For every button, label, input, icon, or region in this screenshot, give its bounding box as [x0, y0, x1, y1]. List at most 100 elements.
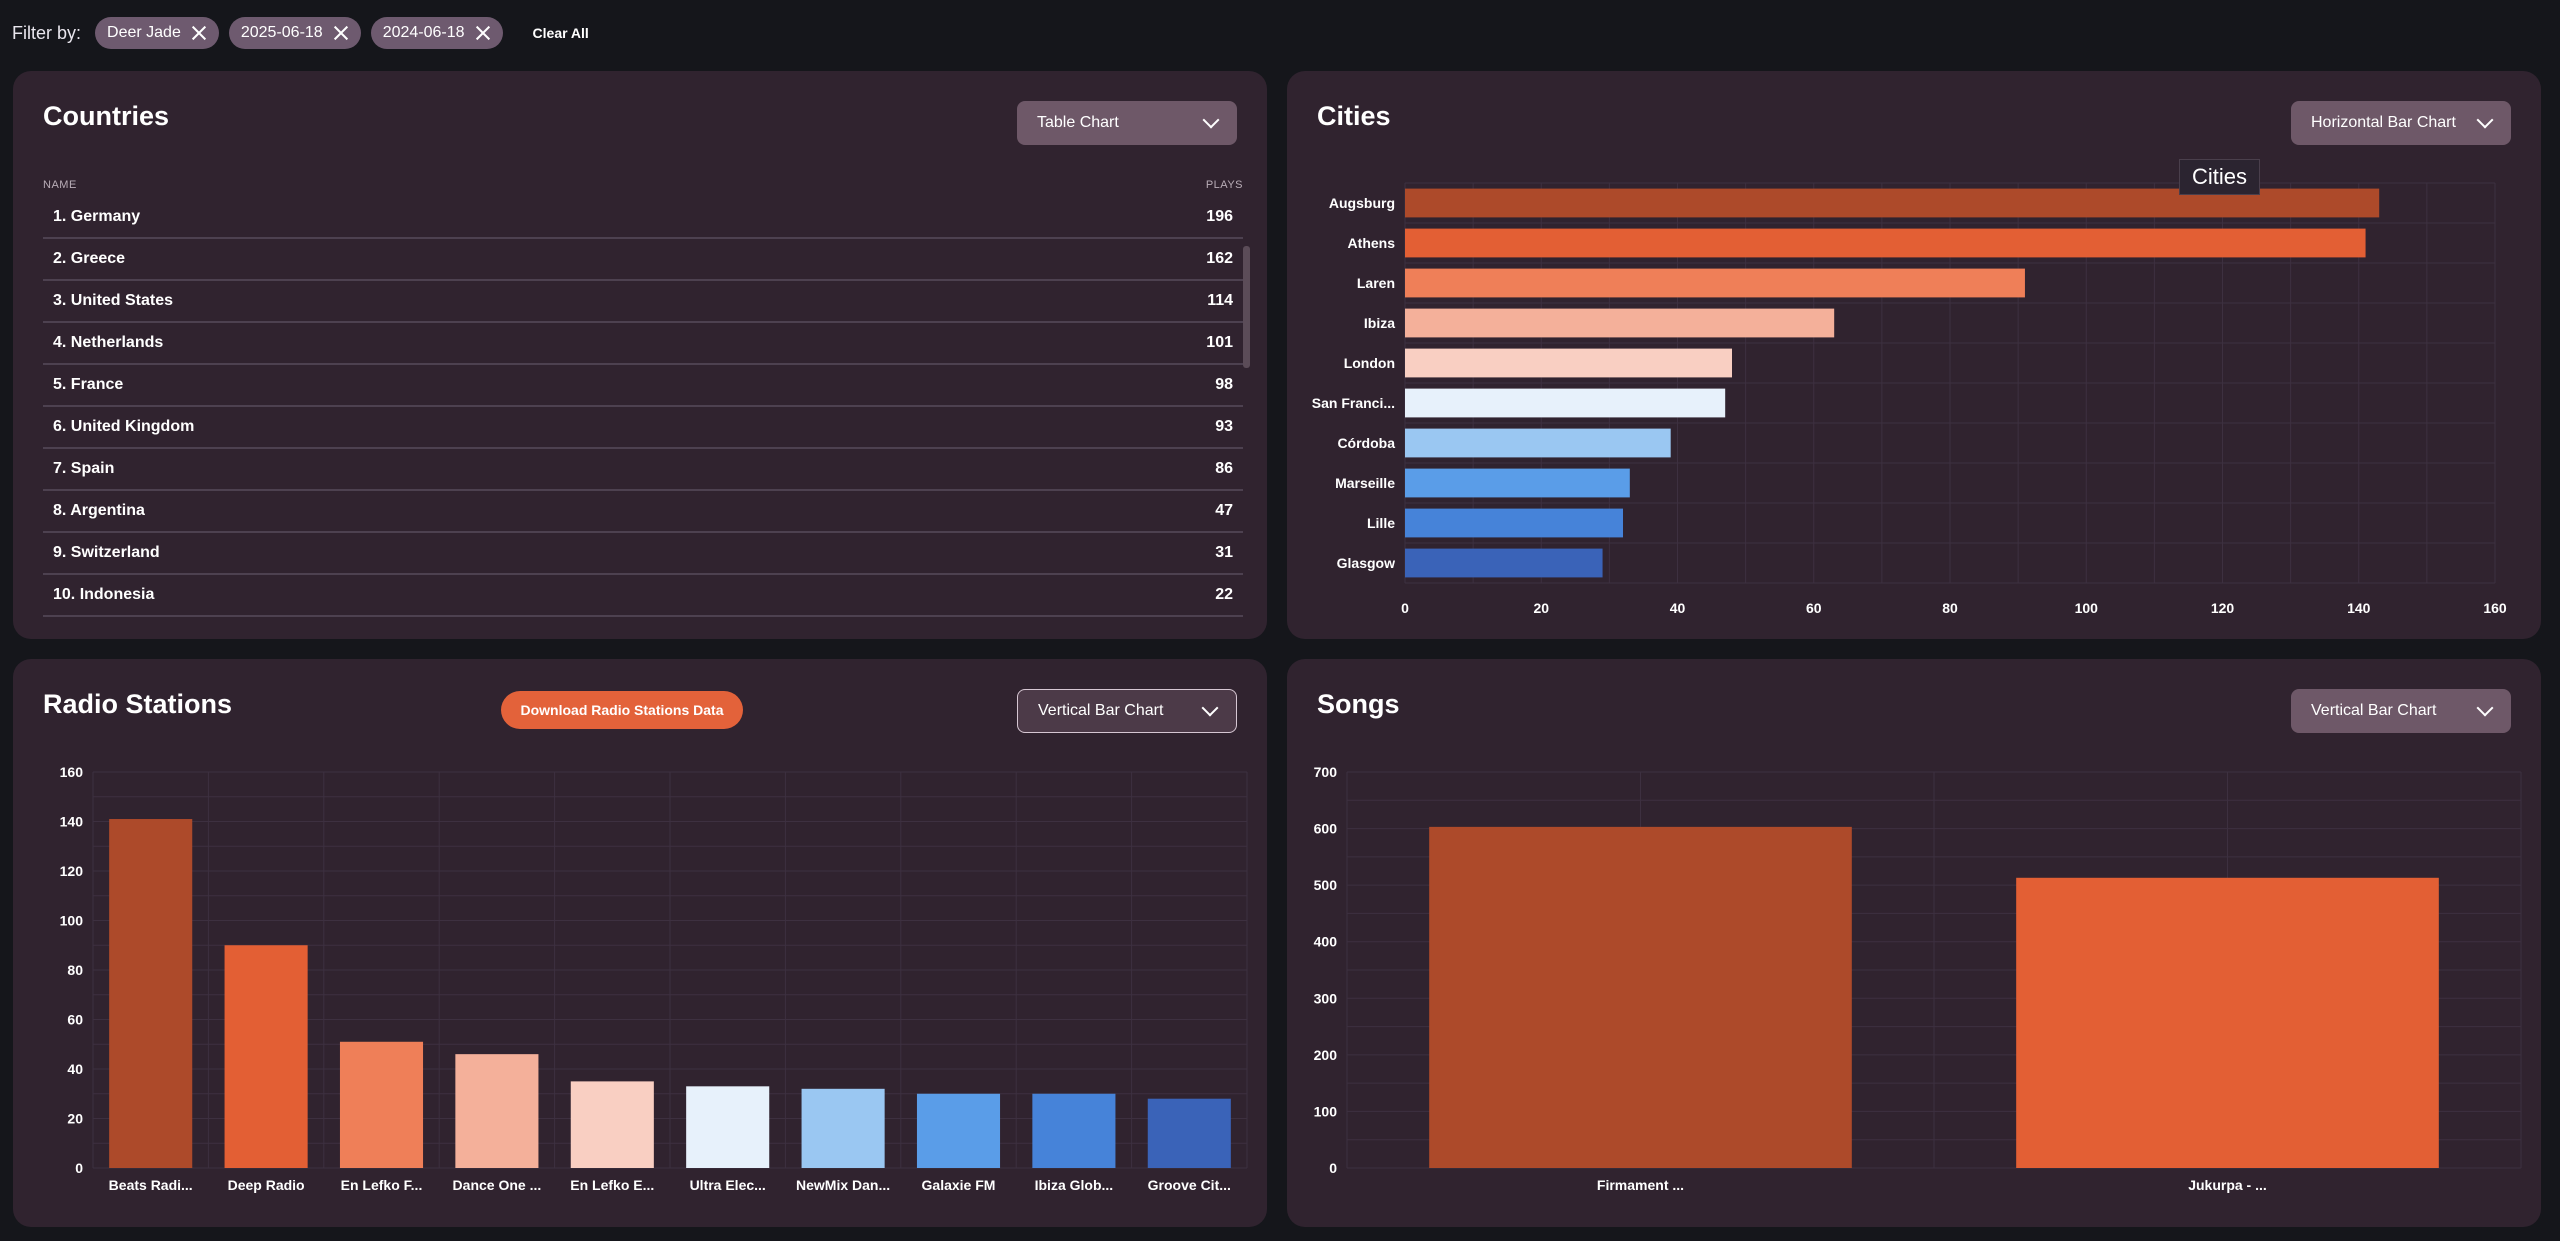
- tick-label: 120: [2211, 600, 2235, 616]
- download-radio-data-button[interactable]: Download Radio Stations Data: [501, 691, 743, 729]
- category-label: Lille: [1367, 515, 1395, 531]
- chart-type-select[interactable]: Vertical Bar Chart: [2291, 689, 2511, 733]
- country-name: 1. Germany: [53, 208, 141, 225]
- category-label: Ultra Elec...: [690, 1177, 766, 1193]
- category-label: Jukurpa - ...: [2188, 1177, 2267, 1193]
- country-name: 3. United States: [53, 292, 174, 309]
- country-plays: 22: [1215, 586, 1233, 603]
- filter-chip-artist[interactable]: Deer Jade: [95, 17, 219, 49]
- bar[interactable]: [686, 1086, 770, 1168]
- tick-label: 0: [75, 1160, 83, 1176]
- chart-type-select[interactable]: Horizontal Bar Chart: [2291, 101, 2511, 145]
- filter-chip-label: Deer Jade: [107, 24, 181, 41]
- tick-label: 200: [1314, 1047, 1338, 1063]
- bar[interactable]: [570, 1081, 654, 1168]
- bar[interactable]: [339, 1041, 424, 1168]
- tick-label: 140: [60, 814, 84, 830]
- bar[interactable]: [1405, 508, 1623, 538]
- filter-chip-label: 2025-06-18: [240, 24, 323, 41]
- bar[interactable]: [1405, 548, 1603, 578]
- bar[interactable]: [1405, 268, 2025, 298]
- country-plays: 93: [1215, 418, 1233, 435]
- category-label: Dance One ...: [453, 1177, 542, 1193]
- bar[interactable]: [1032, 1093, 1116, 1168]
- bar[interactable]: [1405, 428, 1671, 458]
- bar[interactable]: [224, 945, 308, 1168]
- countries-panel: Countries Table Chart NAME PLAYS 1. Germ…: [13, 71, 1267, 639]
- bar[interactable]: [109, 819, 193, 1168]
- category-label: Firmament ...: [1597, 1177, 1684, 1193]
- column-header-name: NAME: [43, 179, 77, 191]
- category-label: Beats Radi...: [109, 1177, 193, 1193]
- table-row[interactable]: 2. Greece 162: [43, 239, 1243, 281]
- chart-tooltip: Cities: [2179, 159, 2261, 195]
- bar[interactable]: [1405, 348, 1732, 378]
- tick-label: 0: [1401, 600, 1409, 616]
- bar[interactable]: [1405, 388, 1726, 418]
- close-icon[interactable]: [191, 25, 207, 41]
- tick-label: 160: [2483, 600, 2507, 616]
- table-row[interactable]: 9. Switzerland 31: [43, 533, 1243, 575]
- tick-label: 400: [1314, 934, 1338, 950]
- category-label: Laren: [1357, 275, 1395, 291]
- country-plays: 114: [1207, 292, 1233, 309]
- country-name: 10. Indonesia: [53, 586, 155, 603]
- select-value: Vertical Bar Chart: [2311, 702, 2437, 719]
- clear-all-button[interactable]: Clear All: [532, 25, 589, 41]
- chart-type-select[interactable]: Vertical Bar Chart: [1017, 689, 1237, 733]
- bar[interactable]: [1405, 468, 1630, 498]
- filter-bar: Filter by: Deer Jade 2025-06-18 2024-06-…: [12, 16, 589, 50]
- bar[interactable]: [1147, 1098, 1231, 1168]
- category-label: Deep Radio: [228, 1177, 305, 1193]
- bar[interactable]: [1405, 228, 2366, 258]
- countries-table: NAME PLAYS 1. Germany 196 2. Greece 162 3. U…: [43, 179, 1243, 617]
- country-plays: 162: [1206, 250, 1233, 267]
- bar[interactable]: [1405, 308, 1835, 338]
- country-name: 8. Argentina: [53, 502, 145, 519]
- country-plays: 31: [1215, 544, 1233, 561]
- bar[interactable]: [801, 1088, 885, 1168]
- panel-title: Radio Stations: [43, 689, 233, 719]
- bar[interactable]: [1429, 826, 1852, 1168]
- tick-label: 700: [1314, 764, 1338, 780]
- select-value: Horizontal Bar Chart: [2311, 114, 2456, 131]
- table-row[interactable]: 5. France 98: [43, 365, 1243, 407]
- country-name: 7. Spain: [53, 460, 115, 477]
- table-row[interactable]: 6. United Kingdom 93: [43, 407, 1243, 449]
- category-label: Augsburg: [1329, 195, 1395, 211]
- country-plays: 86: [1215, 460, 1233, 477]
- table-row[interactable]: 4. Netherlands 101: [43, 323, 1243, 365]
- tick-label: 0: [1329, 1160, 1337, 1176]
- cities-panel: Cities Horizontal Bar Chart Augsburg Athe…: [1287, 71, 2541, 639]
- tick-label: 20: [1533, 600, 1549, 616]
- chart-type-select[interactable]: Table Chart: [1017, 101, 1237, 145]
- panel-title: Songs: [1317, 689, 1400, 719]
- close-icon[interactable]: [475, 25, 491, 41]
- filter-chip-end-date[interactable]: 2025-06-18: [228, 17, 361, 49]
- table-row[interactable]: 1. Germany 196: [43, 197, 1243, 239]
- table-row[interactable]: 10. Indonesia 22: [43, 575, 1243, 617]
- tick-label: 60: [67, 1012, 83, 1028]
- radio-stations-bar-chart: 0 20 40 60 80 100 120 140 160 Beats Radi... Deep R…: [60, 764, 1248, 1193]
- table-row[interactable]: 3. United States 114: [43, 281, 1243, 323]
- table-row[interactable]: 8. Argentina 47: [43, 491, 1243, 533]
- scrollbar[interactable]: [1243, 246, 1250, 368]
- tick-label: 100: [1314, 1103, 1338, 1119]
- category-label: Glasgow: [1337, 555, 1395, 571]
- tick-label: 80: [1942, 600, 1958, 616]
- filter-label: Filter by:: [12, 22, 82, 43]
- chevron-down-icon: [1202, 111, 1220, 129]
- category-label: Ibiza Glob...: [1035, 1177, 1114, 1193]
- table-row[interactable]: 7. Spain 86: [43, 449, 1243, 491]
- country-name: 5. France: [53, 376, 124, 393]
- bar[interactable]: [2016, 877, 2439, 1168]
- bar[interactable]: [455, 1054, 539, 1168]
- country-plays: 196: [1206, 208, 1233, 225]
- close-icon[interactable]: [333, 25, 349, 41]
- filter-chip-start-date[interactable]: 2024-06-18: [370, 17, 503, 49]
- bar[interactable]: [916, 1093, 1001, 1168]
- tick-label: 600: [1314, 821, 1338, 837]
- category-label: Galaxie FM: [922, 1177, 996, 1193]
- select-value: Table Chart: [1037, 114, 1119, 131]
- tick-label: 20: [67, 1111, 83, 1127]
